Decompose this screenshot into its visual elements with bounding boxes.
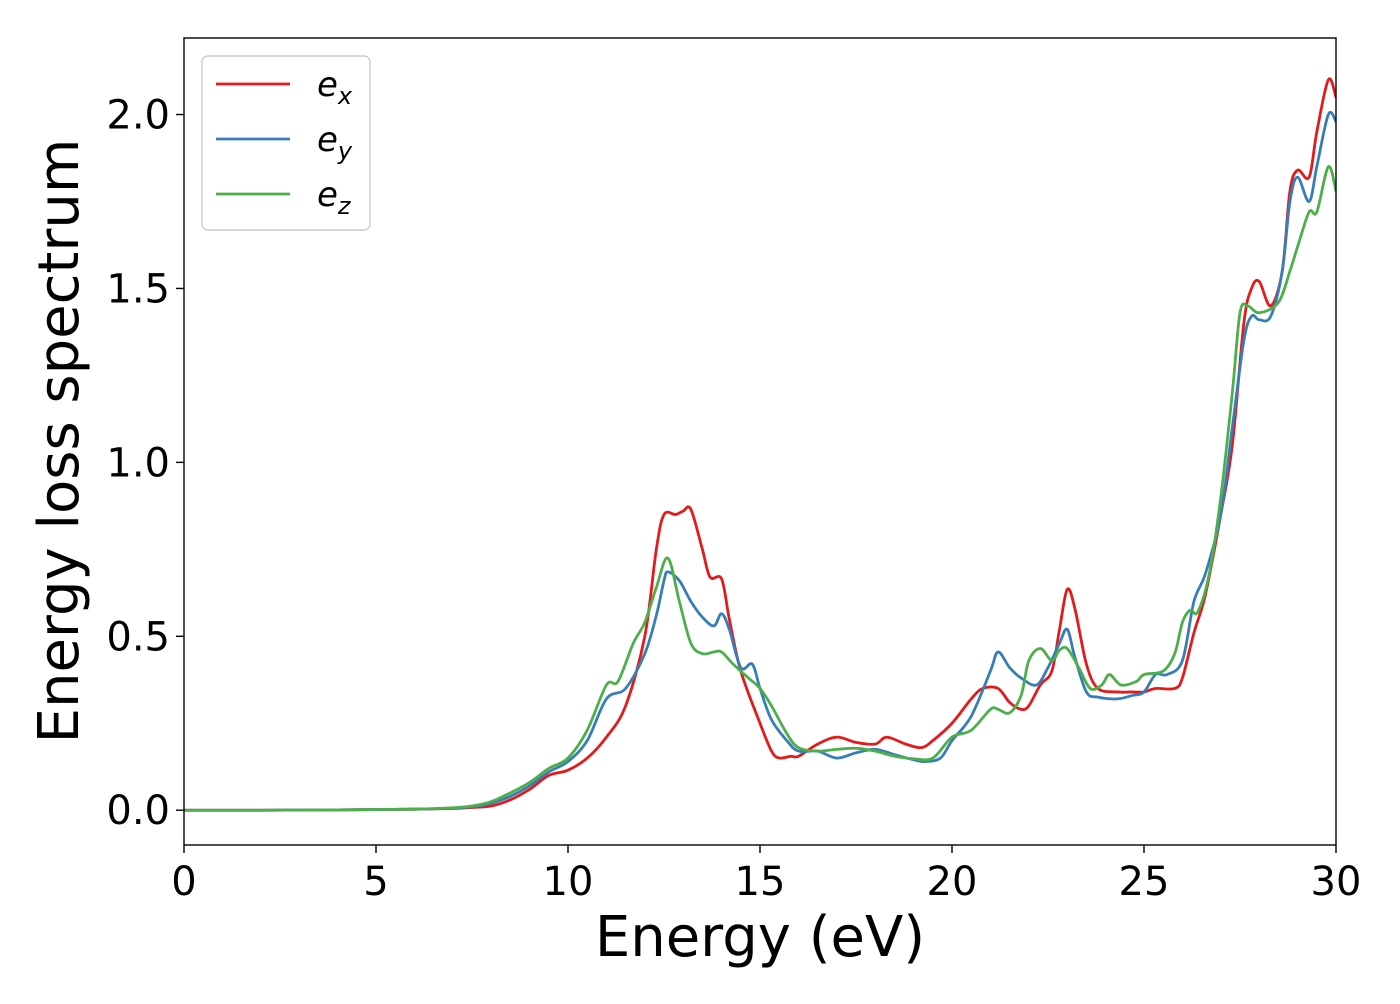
x-tick-label: 5: [363, 859, 388, 905]
x-axis-ticks: 0 5 10 15 20 25 30: [171, 845, 1361, 905]
y-tick-label: 0.0: [106, 788, 170, 834]
x-tick-label: 10: [543, 859, 594, 905]
legend-label-e-y: ey: [317, 120, 353, 165]
x-tick-label: 30: [1311, 859, 1362, 905]
x-tick-label: 0: [171, 859, 196, 905]
plot-background: [184, 38, 1336, 845]
y-axis-ticks: 0.0 0.5 1.0 1.5 2.0: [106, 93, 184, 834]
legend-label-e-z: ez: [317, 175, 352, 220]
x-tick-label: 25: [1119, 859, 1170, 905]
x-tick-label: 15: [735, 859, 786, 905]
legend-box: [201, 55, 371, 231]
y-tick-label: 2.0: [106, 93, 170, 139]
legend-label-e-x: ex: [317, 65, 353, 110]
series-line-e-y: [184, 110, 1336, 812]
y-tick-label: 1.0: [106, 440, 170, 486]
plot-frame: [183, 37, 1337, 846]
series-layer: [184, 77, 1336, 812]
legend: ex ey ez: [201, 55, 371, 231]
y-tick-label: 1.5: [106, 266, 170, 312]
y-tick-label: 0.5: [106, 614, 170, 660]
series-line-e-z: [184, 165, 1336, 812]
x-tick-label: 20: [927, 859, 978, 905]
y-axis-label: Energy loss spectrum: [27, 139, 92, 744]
x-axis-label: Energy (eV): [595, 905, 925, 970]
